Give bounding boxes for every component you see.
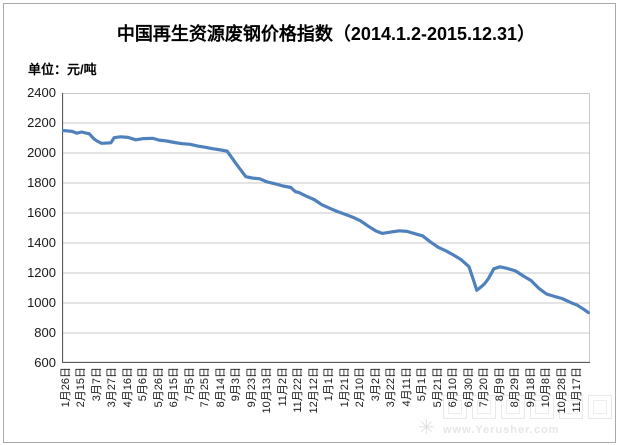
y-tick-label: 1600	[27, 205, 56, 220]
x-tick-label: 3月22日	[385, 367, 397, 408]
x-tick-label: 6月15日	[168, 367, 180, 408]
watermark-box	[530, 395, 554, 419]
watermark-boxed-glyphs	[443, 395, 612, 419]
x-tick-label: 2月10日	[354, 367, 366, 408]
y-tick-label: 1200	[27, 265, 56, 280]
x-tick-label: 5月26日	[152, 367, 165, 408]
x-tick-label: 5月1日	[416, 367, 428, 402]
watermark-box	[588, 395, 612, 419]
x-tick-label: 11月17日	[571, 367, 583, 413]
x-tick-label: 10月8日	[540, 367, 552, 408]
watermark-box	[472, 395, 496, 419]
x-tick-label: 6月30日	[462, 367, 475, 408]
price-index-line	[62, 128, 590, 315]
x-tick-label: 4月11日	[400, 367, 413, 407]
x-tick-label: 8月29日	[509, 367, 521, 408]
x-tick-label: 2月15日	[75, 367, 87, 408]
x-tick-label: 9月18日	[524, 367, 537, 408]
x-tick-label: 1月21日	[338, 367, 351, 408]
watermark: ✳ www.Yerusher.com	[415, 393, 619, 443]
watermark-box	[501, 395, 525, 419]
y-tick-label: 1800	[27, 175, 56, 190]
x-tick-label: 1月1日	[323, 367, 335, 402]
watermark-box	[559, 395, 583, 419]
x-tick-label: 5月21日	[431, 367, 444, 408]
x-tick-label: 8月9日	[493, 367, 506, 402]
x-tick-label: 7月25日	[199, 367, 211, 408]
x-tick-label: 5月6日	[137, 367, 149, 402]
y-tick-label: 2000	[27, 145, 56, 160]
x-tick-label: 11月2日	[276, 367, 289, 407]
x-tick-label: 11月22日	[292, 367, 304, 413]
watermark-box	[443, 395, 467, 419]
y-tick-label: 800	[34, 325, 56, 340]
x-tick-label: 8月14日	[214, 367, 227, 408]
unit-label: 单位：元/吨	[28, 62, 97, 77]
y-tick-label: 1000	[27, 295, 56, 310]
y-tick-label: 1400	[27, 235, 56, 250]
x-tick-label: 6月10日	[447, 367, 459, 408]
x-tick-label: 3月2日	[369, 367, 382, 402]
price-index-line-chart	[62, 93, 590, 363]
watermark-star-icon: ✳	[418, 417, 435, 439]
x-tick-label: 9月3日	[230, 367, 242, 402]
x-tick-label: 10月13日	[261, 367, 273, 414]
watermark-url: www.Yerusher.com	[443, 424, 560, 436]
y-tick-label: 2200	[27, 115, 56, 130]
x-tick-label: 3月7日	[90, 367, 103, 402]
plot-area	[62, 93, 590, 363]
x-tick-label: 10月28日	[555, 367, 568, 414]
x-tick-label: 12月12日	[307, 367, 320, 414]
y-tick-label: 600	[34, 355, 56, 370]
chart-title: 中国再生资源废钢价格指数（2014.1.2-2015.12.31）	[116, 24, 536, 44]
x-tick-label: 9月23日	[245, 367, 258, 408]
y-tick-label: 2400	[27, 85, 56, 100]
x-tick-label: 7月20日	[478, 367, 490, 408]
x-tick-label: 7月5日	[183, 367, 196, 402]
x-tick-label: 3月27日	[106, 367, 118, 408]
x-tick-label: 4月16日	[121, 367, 134, 408]
x-tick-label: 1月26日	[59, 367, 72, 408]
